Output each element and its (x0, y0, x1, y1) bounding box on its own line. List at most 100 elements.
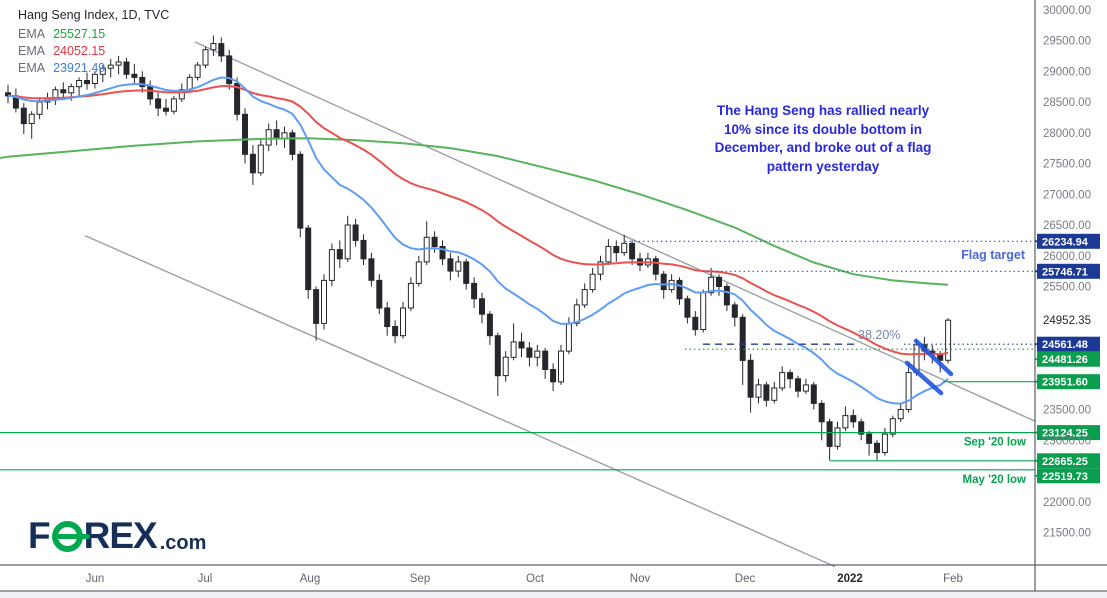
ema-value-green: 25527.15 (53, 27, 106, 41)
candle (297, 151, 304, 238)
candle (700, 289, 707, 333)
candle (716, 274, 722, 296)
price-axis-labels[interactable]: 26234.94 25746.71 24952.35 24561.48 24481.26… (1035, 5, 1100, 540)
logo-o-icon (51, 521, 90, 552)
candle-body (834, 427, 841, 447)
candle (692, 311, 699, 336)
candle (305, 225, 312, 299)
candle (368, 252, 375, 287)
candle (20, 103, 27, 134)
candle-body (510, 341, 517, 358)
time-axis-label: Jun (86, 573, 105, 585)
candle-body (502, 356, 509, 377)
bottom-strip (0, 592, 1107, 598)
candle (945, 317, 952, 364)
candle-body (550, 369, 557, 383)
candle (52, 86, 59, 106)
candle-body (479, 298, 485, 315)
candle (170, 95, 177, 115)
symbol-legend[interactable]: Hang Seng Index, 1D, TVC EMA 25527.15 EMA… (18, 8, 169, 77)
candle-body (115, 61, 122, 66)
candle-body (692, 316, 699, 331)
candle-body (708, 276, 715, 294)
time-axis-label: Aug (300, 573, 320, 585)
flag-pattern-lines (904, 338, 954, 396)
candle (234, 77, 241, 121)
candle-body (352, 224, 359, 241)
candle (787, 369, 794, 388)
price-gridline-label: 21500.00 (1043, 528, 1091, 540)
ema-legend-row-1: EMA 25527.15 (18, 26, 169, 43)
candle-body (336, 249, 343, 260)
candle (273, 120, 280, 146)
candle-body (139, 76, 146, 88)
candlestick-series (5, 35, 952, 461)
candle-body (226, 55, 233, 85)
price-gridline-label: 23500.00 (1043, 405, 1091, 417)
prior-low-label: Sep '20 low (964, 437, 1026, 449)
candle-body (486, 313, 493, 337)
candle-body (123, 61, 130, 75)
candle (581, 283, 588, 308)
candle (723, 283, 730, 312)
logo-text-rex: REX (83, 515, 158, 556)
candle (763, 381, 770, 407)
candle (392, 320, 399, 344)
candle (644, 252, 651, 268)
candle (210, 35, 217, 56)
candle (12, 88, 19, 113)
symbol-title: Hang Seng Index, 1D, TVC (18, 8, 170, 22)
candle-body (842, 415, 849, 429)
flag-target-label[interactable]: Flag target (961, 248, 1025, 263)
candle-body (400, 307, 406, 337)
candle (163, 98, 169, 116)
candle-body (747, 359, 754, 398)
candle-body (178, 89, 185, 100)
candle-body (463, 261, 470, 284)
price-level-badge-text: 23951.60 (1042, 377, 1088, 389)
candle (155, 92, 162, 117)
candle-body (447, 258, 454, 272)
candle-body (731, 304, 738, 318)
candle-body (99, 67, 106, 75)
candle-body (518, 341, 525, 349)
candle-body (210, 43, 217, 51)
candle-body (589, 273, 596, 291)
candle-body (771, 387, 778, 401)
candle (597, 255, 604, 281)
candle (139, 71, 146, 93)
candle (739, 314, 746, 385)
candle-body (795, 378, 801, 392)
candle (747, 354, 754, 413)
candle (194, 62, 201, 81)
price-level-badge-text: 22665.25 (1042, 456, 1088, 468)
candle (818, 400, 825, 441)
candle (384, 301, 391, 336)
candle-body (36, 101, 43, 115)
candle (281, 126, 288, 149)
candle-body (84, 80, 90, 85)
candle-body (684, 298, 691, 318)
retracement-percent-label: 38.20% (858, 328, 900, 342)
flag-trendline[interactable] (913, 338, 954, 377)
price-level-badge-text: 25746.71 (1042, 266, 1088, 278)
candle (676, 277, 683, 305)
candle (479, 292, 485, 324)
candle (486, 311, 493, 345)
time-axis-labels[interactable]: Jun Jul Aug Sep Oct Nov Dec 2022 Feb (86, 573, 963, 585)
candle-body (542, 350, 549, 371)
candle-body (581, 289, 588, 306)
price-level-badge (1037, 425, 1100, 441)
candle-body (905, 372, 912, 411)
price-level-badge-text: 22519.73 (1042, 471, 1088, 483)
price-gridline-label: 28500.00 (1043, 97, 1091, 109)
candle (439, 240, 446, 265)
ema-label: EMA (18, 27, 46, 41)
candle (463, 258, 470, 290)
candle-body (613, 246, 620, 254)
candle (202, 46, 209, 69)
candle-body (700, 292, 707, 331)
flag-trendline[interactable] (904, 360, 944, 396)
candle-body (20, 107, 27, 125)
